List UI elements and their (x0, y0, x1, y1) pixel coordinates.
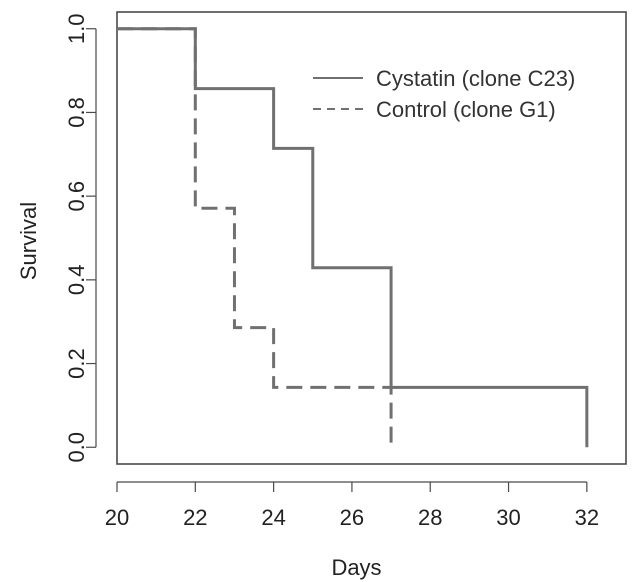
legend: Cystatin (clone C23) Control (clone G1) (313, 66, 575, 122)
legend-label-cystatin: Cystatin (clone C23) (376, 66, 575, 91)
series-control-curve (117, 29, 391, 448)
series-cystatin-curve (117, 29, 587, 448)
x-tick-label-20: 20 (105, 505, 129, 530)
y-tick-label-0-6: 0.6 (64, 181, 89, 212)
series-layer (117, 29, 587, 448)
x-tick-label-28: 28 (418, 505, 442, 530)
x-axis: 20 22 24 26 28 30 32 (105, 482, 599, 530)
y-tick-label-0-4: 0.4 (64, 265, 89, 296)
x-tick-label-22: 22 (183, 505, 207, 530)
y-axis: 0.0 0.2 0.4 0.6 0.8 1.0 (64, 13, 96, 462)
x-tick-label-30: 30 (496, 505, 520, 530)
y-tick-label-0-8: 0.8 (64, 97, 89, 128)
y-tick-label-1: 1.0 (64, 13, 89, 44)
x-tick-label-32: 32 (575, 505, 599, 530)
y-ticks: 0.0 0.2 0.4 0.6 0.8 1.0 (64, 13, 96, 462)
y-tick-label-0: 0.0 (64, 432, 89, 463)
y-axis-label: Survival (16, 202, 41, 280)
x-ticks: 20 22 24 26 28 30 32 (105, 482, 599, 530)
legend-label-control: Control (clone G1) (376, 97, 556, 122)
x-axis-label: Days (331, 555, 381, 580)
y-tick-label-0-2: 0.2 (64, 348, 89, 379)
plot-area: Cystatin (clone C23) Control (clone G1) (117, 12, 626, 464)
x-tick-label-24: 24 (261, 505, 285, 530)
x-tick-label-26: 26 (340, 505, 364, 530)
